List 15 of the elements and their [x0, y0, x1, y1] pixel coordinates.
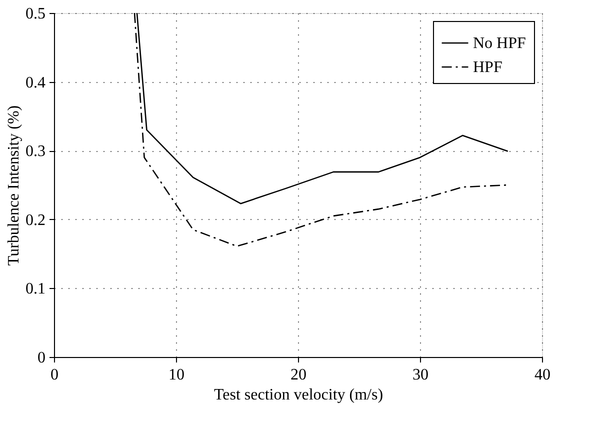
- y-axis-title: Turbulence Intensity (%): [6, 105, 22, 266]
- y-tick-label: 0.3: [26, 143, 46, 160]
- x-tick-label: 0: [50, 366, 58, 384]
- x-tick-label: 20: [290, 366, 306, 384]
- y-tick-label: 0: [38, 350, 46, 366]
- y-tick-label: 0.4: [26, 74, 46, 92]
- legend-label: No HPF: [473, 35, 526, 52]
- y-tick-label: 0.5: [26, 6, 46, 22]
- x-tick-label: 10: [168, 366, 184, 384]
- legend-label: HPF: [473, 59, 502, 76]
- y-tick-label: 0.2: [26, 212, 46, 229]
- x-tick-label: 30: [412, 366, 428, 384]
- x-tick-label: 40: [534, 366, 550, 384]
- y-tick-label: 0.1: [26, 280, 46, 298]
- x-axis-title: Test section velocity (m/s): [214, 386, 384, 404]
